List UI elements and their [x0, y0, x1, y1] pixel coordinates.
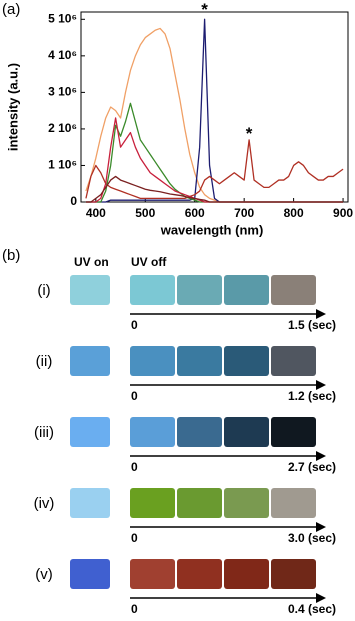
- row-label: (i): [37, 282, 50, 299]
- plot-frame: [80, 11, 349, 203]
- photo: [70, 417, 110, 447]
- time-end: 1.5 (sec): [288, 318, 336, 332]
- arrow-head: [316, 309, 326, 319]
- header: UV on: [74, 255, 109, 269]
- y-tick-label: 1 10⁶: [48, 158, 77, 172]
- time-end: 3.0 (sec): [288, 531, 336, 545]
- row-label: (v): [35, 566, 53, 583]
- x-axis-label: wavelength (nm): [160, 222, 264, 237]
- photo: [70, 559, 110, 589]
- y-tick-label: 0: [70, 194, 77, 208]
- y-tick-label: 4 10⁶: [48, 48, 77, 62]
- series-line: [85, 175, 344, 203]
- photo: [177, 346, 222, 376]
- photo: [130, 488, 175, 518]
- photo: [177, 417, 222, 447]
- y-tick-label: 2 10⁶: [48, 121, 77, 135]
- time-start: 0: [131, 318, 138, 332]
- photo: [271, 559, 316, 589]
- photo: [224, 488, 269, 518]
- arrow-head: [316, 593, 326, 603]
- time-start: 0: [131, 531, 138, 545]
- photo: [70, 346, 110, 376]
- x-tick-label: 700: [234, 206, 254, 220]
- photo: [271, 275, 316, 305]
- photo: [224, 417, 269, 447]
- photo: [130, 417, 175, 447]
- photo: [271, 488, 316, 518]
- series-line: [85, 139, 344, 199]
- time-start: 0: [131, 460, 138, 474]
- photo: [70, 488, 110, 518]
- arrow-head: [316, 380, 326, 390]
- row-label: (iv): [34, 495, 55, 512]
- y-axis-label: intensity (a.u.): [5, 63, 20, 151]
- photo: [177, 559, 222, 589]
- panel-label: (b): [2, 247, 20, 264]
- photo: [130, 559, 175, 589]
- time-end: 2.7 (sec): [288, 460, 336, 474]
- photo: [271, 417, 316, 447]
- x-tick-label: 800: [284, 206, 304, 220]
- photo: [130, 275, 175, 305]
- series-line: [85, 117, 344, 203]
- photo: [130, 346, 175, 376]
- photo: [271, 346, 316, 376]
- annotation: *: [246, 124, 253, 143]
- time-start: 0: [131, 602, 138, 616]
- series-line: [85, 27, 344, 203]
- photo: [177, 275, 222, 305]
- photo: [224, 346, 269, 376]
- x-tick-label: 500: [135, 206, 155, 220]
- y-tick-label: 3 10⁶: [48, 85, 77, 99]
- series-line: [85, 18, 344, 203]
- series-line: [85, 102, 344, 203]
- header: UV off: [131, 255, 167, 269]
- time-end: 1.2 (sec): [288, 389, 336, 403]
- row-label: (ii): [36, 353, 53, 370]
- photo: [224, 275, 269, 305]
- photo: [177, 488, 222, 518]
- x-tick-label: 400: [86, 206, 106, 220]
- panel-label: (a): [2, 1, 20, 18]
- arrow-head: [316, 451, 326, 461]
- y-tick-label: 5 10⁶: [48, 11, 77, 25]
- x-tick-label: 600: [185, 206, 205, 220]
- photo: [70, 275, 110, 305]
- annotation: *: [201, 0, 208, 19]
- time-start: 0: [131, 389, 138, 403]
- arrow-head: [316, 522, 326, 532]
- time-end: 0.4 (sec): [288, 602, 336, 616]
- photo: [224, 559, 269, 589]
- row-label: (iii): [34, 424, 54, 441]
- x-tick-label: 900: [333, 206, 353, 220]
